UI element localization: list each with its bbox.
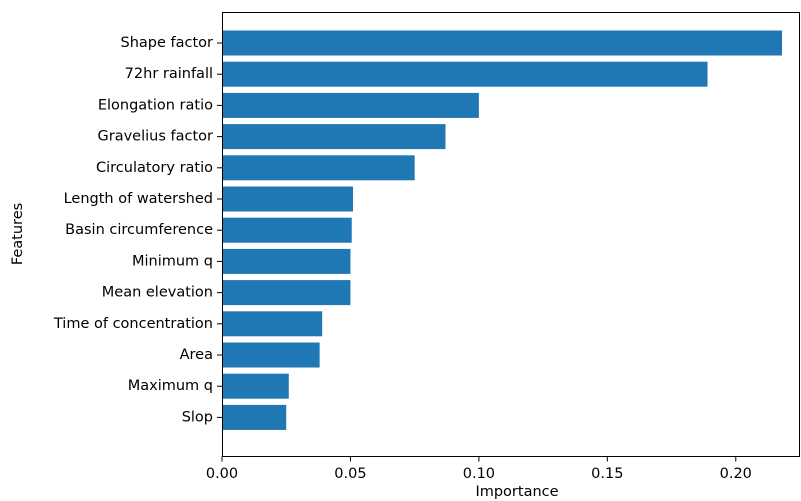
y-tick-label: Maximum q [128,378,213,394]
bar [222,186,354,212]
y-tick-label: Area [180,347,213,363]
y-tick-label: 72hr rainfall [125,66,213,82]
y-tick-label: Elongation ratio [98,97,213,113]
bar [222,92,479,118]
y-axis-ticks: Shape factor 72hr rainfall Elongation rati… [53,35,222,425]
bar [222,217,352,243]
x-axis-title: Importance [475,484,558,500]
y-tick-label: Gravelius factor [98,129,214,145]
bar [222,342,320,368]
x-tick-label: 0.00 [206,466,238,482]
y-tick-label: Mean elevation [102,285,213,301]
y-tick-label: Slop [182,409,213,425]
bar [222,155,415,181]
x-tick-label: 0.20 [720,466,752,482]
y-tick-label: Length of watershed [64,191,213,207]
bar [222,280,351,306]
bar [222,311,323,337]
x-axis-ticks: 0.00 0.05 0.10 0.15 0.20 [206,456,752,482]
bar [222,124,446,150]
x-tick-label: 0.10 [463,466,495,482]
y-tick-label: Basin circumference [65,222,213,238]
bars-group [222,30,783,430]
y-axis-title: Features [10,203,26,265]
x-tick-label: 0.05 [334,466,366,482]
y-tick-label: Minimum q [132,253,213,269]
plot-frame [222,12,800,457]
y-tick-label: Shape factor [121,35,214,51]
bar [222,404,287,430]
y-tick-label: Time of concentration [53,316,213,332]
x-tick-label: 0.15 [591,466,623,482]
bar [222,61,708,87]
bar [222,248,351,274]
y-tick-label: Circulatory ratio [96,160,213,176]
bar [222,30,783,56]
bar [222,373,289,399]
